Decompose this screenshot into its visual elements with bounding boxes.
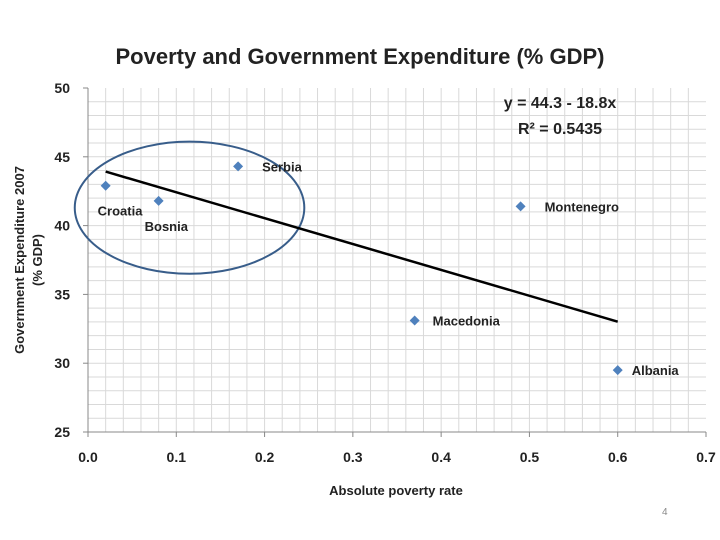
x-tick-label: 0.6 xyxy=(608,449,628,465)
y-axis-label-line-2: (% GDP) xyxy=(30,234,45,286)
trendline xyxy=(105,170,619,323)
x-tick-label: 0.7 xyxy=(696,449,716,465)
data-point-croatia xyxy=(100,180,111,191)
y-tick-label: 50 xyxy=(54,80,70,96)
x-tick-label: 0.0 xyxy=(78,449,98,465)
x-tick-label: 0.1 xyxy=(167,449,187,465)
equation-line-2: R² = 0.5435 xyxy=(518,121,602,138)
data-label-macedonia: Macedonia xyxy=(433,314,501,329)
trend-layer xyxy=(105,170,619,323)
data-label-croatia: Croatia xyxy=(98,204,144,219)
equation-line-1: y = 44.3 - 18.8x xyxy=(504,95,617,112)
chart-title: Poverty and Government Expenditure (% GD… xyxy=(116,44,605,69)
data-label-serbia: Serbia xyxy=(262,159,303,174)
y-tick-label: 45 xyxy=(54,149,70,165)
x-axis-label: Absolute poverty rate xyxy=(329,483,463,498)
x-tick-label: 0.2 xyxy=(255,449,275,465)
point-layer xyxy=(100,161,623,376)
y-tick-label: 30 xyxy=(54,355,70,371)
data-label-bosnia: Bosnia xyxy=(145,219,189,234)
data-point-serbia xyxy=(233,161,244,172)
y-tick-label: 35 xyxy=(54,286,70,302)
axis-layer: 0.0 0.1 0.2 0.3 0.4 0.5 0.6 0.7 25 30 35 40 45 50 xyxy=(54,80,716,465)
data-point-macedonia xyxy=(409,315,420,326)
data-label-montenegro: Montenegro xyxy=(545,199,619,214)
y-axis-label-line-1: Government Expenditure 2007 xyxy=(12,166,27,354)
data-point-montenegro xyxy=(515,201,526,212)
data-point-albania xyxy=(612,365,623,376)
x-tick-label: 0.3 xyxy=(343,449,363,465)
y-tick-label: 25 xyxy=(54,424,70,440)
highlight-ellipse xyxy=(73,140,306,275)
x-tick-label: 0.5 xyxy=(520,449,540,465)
ellipse-layer xyxy=(73,140,306,275)
grid-layer xyxy=(88,88,706,432)
x-tick-label: 0.4 xyxy=(431,449,451,465)
data-point-bosnia xyxy=(153,195,164,206)
y-tick-label: 40 xyxy=(54,218,70,234)
page-number: 4 xyxy=(662,507,668,518)
data-label-albania: Albania xyxy=(632,363,680,378)
